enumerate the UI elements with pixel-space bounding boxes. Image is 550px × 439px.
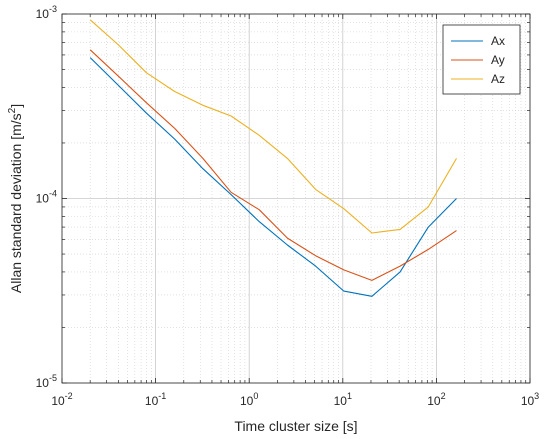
series-line-ax bbox=[89, 57, 457, 297]
y-tick-base: 10 bbox=[36, 192, 50, 206]
x-tick-label: 101 bbox=[334, 391, 352, 408]
x-tick-label: 102 bbox=[427, 391, 445, 408]
y-tick-exponent: -5 bbox=[49, 373, 57, 383]
x-tick-label: 10-1 bbox=[145, 391, 166, 408]
x-tick-base: 10 bbox=[334, 394, 348, 408]
x-tick-exponent: -2 bbox=[65, 391, 73, 401]
x-tick-label: 103 bbox=[521, 391, 539, 408]
legend: Ax Ay Az bbox=[442, 24, 521, 95]
y-tick-base: 10 bbox=[36, 376, 50, 390]
x-tick-exponent: 0 bbox=[253, 391, 258, 401]
y-tick-exponent: -3 bbox=[49, 4, 57, 14]
x-tick-label: 100 bbox=[240, 391, 258, 408]
series-line-az bbox=[89, 19, 457, 234]
y-axis-label-exponent: 2 bbox=[7, 107, 18, 113]
x-tick-exponent: 3 bbox=[534, 391, 539, 401]
y-tick-label: 10-3 bbox=[36, 4, 57, 21]
y-tick-label: 10-5 bbox=[36, 373, 57, 390]
y-tick-exponent: -4 bbox=[49, 189, 57, 199]
x-tick-exponent: -1 bbox=[158, 391, 166, 401]
x-tick-base: 10 bbox=[51, 394, 65, 408]
x-tick-exponent: 2 bbox=[441, 391, 446, 401]
legend-label-ax: Ax bbox=[491, 34, 505, 48]
x-tick-base: 10 bbox=[145, 394, 159, 408]
x-tick-base: 10 bbox=[240, 394, 254, 408]
x-tick-label: 10-2 bbox=[51, 391, 72, 408]
axis-ticks bbox=[61, 13, 531, 384]
y-tick-labels: 10-510-410-3 bbox=[36, 4, 57, 390]
series-line-ay bbox=[89, 49, 457, 281]
legend-label-az: Az bbox=[491, 72, 505, 86]
x-tick-base: 10 bbox=[427, 394, 441, 408]
series-lines bbox=[89, 19, 457, 297]
y-tick-base: 10 bbox=[36, 7, 50, 21]
x-tick-exponent: 1 bbox=[347, 391, 352, 401]
x-tick-labels: 10-2 10-1 100 101 102 103 bbox=[51, 391, 539, 408]
legend-label-ay: Ay bbox=[491, 53, 505, 67]
y-axis-label-main: Allan standard deviation [m/s bbox=[8, 113, 24, 293]
y-axis-label: Allan standard deviation [m/s2] bbox=[7, 104, 24, 293]
y-tick-label: 10-4 bbox=[36, 189, 57, 206]
x-tick-base: 10 bbox=[521, 394, 535, 408]
y-axis-label-close: ] bbox=[8, 104, 24, 108]
x-axis-label: Time cluster size [s] bbox=[234, 418, 357, 434]
